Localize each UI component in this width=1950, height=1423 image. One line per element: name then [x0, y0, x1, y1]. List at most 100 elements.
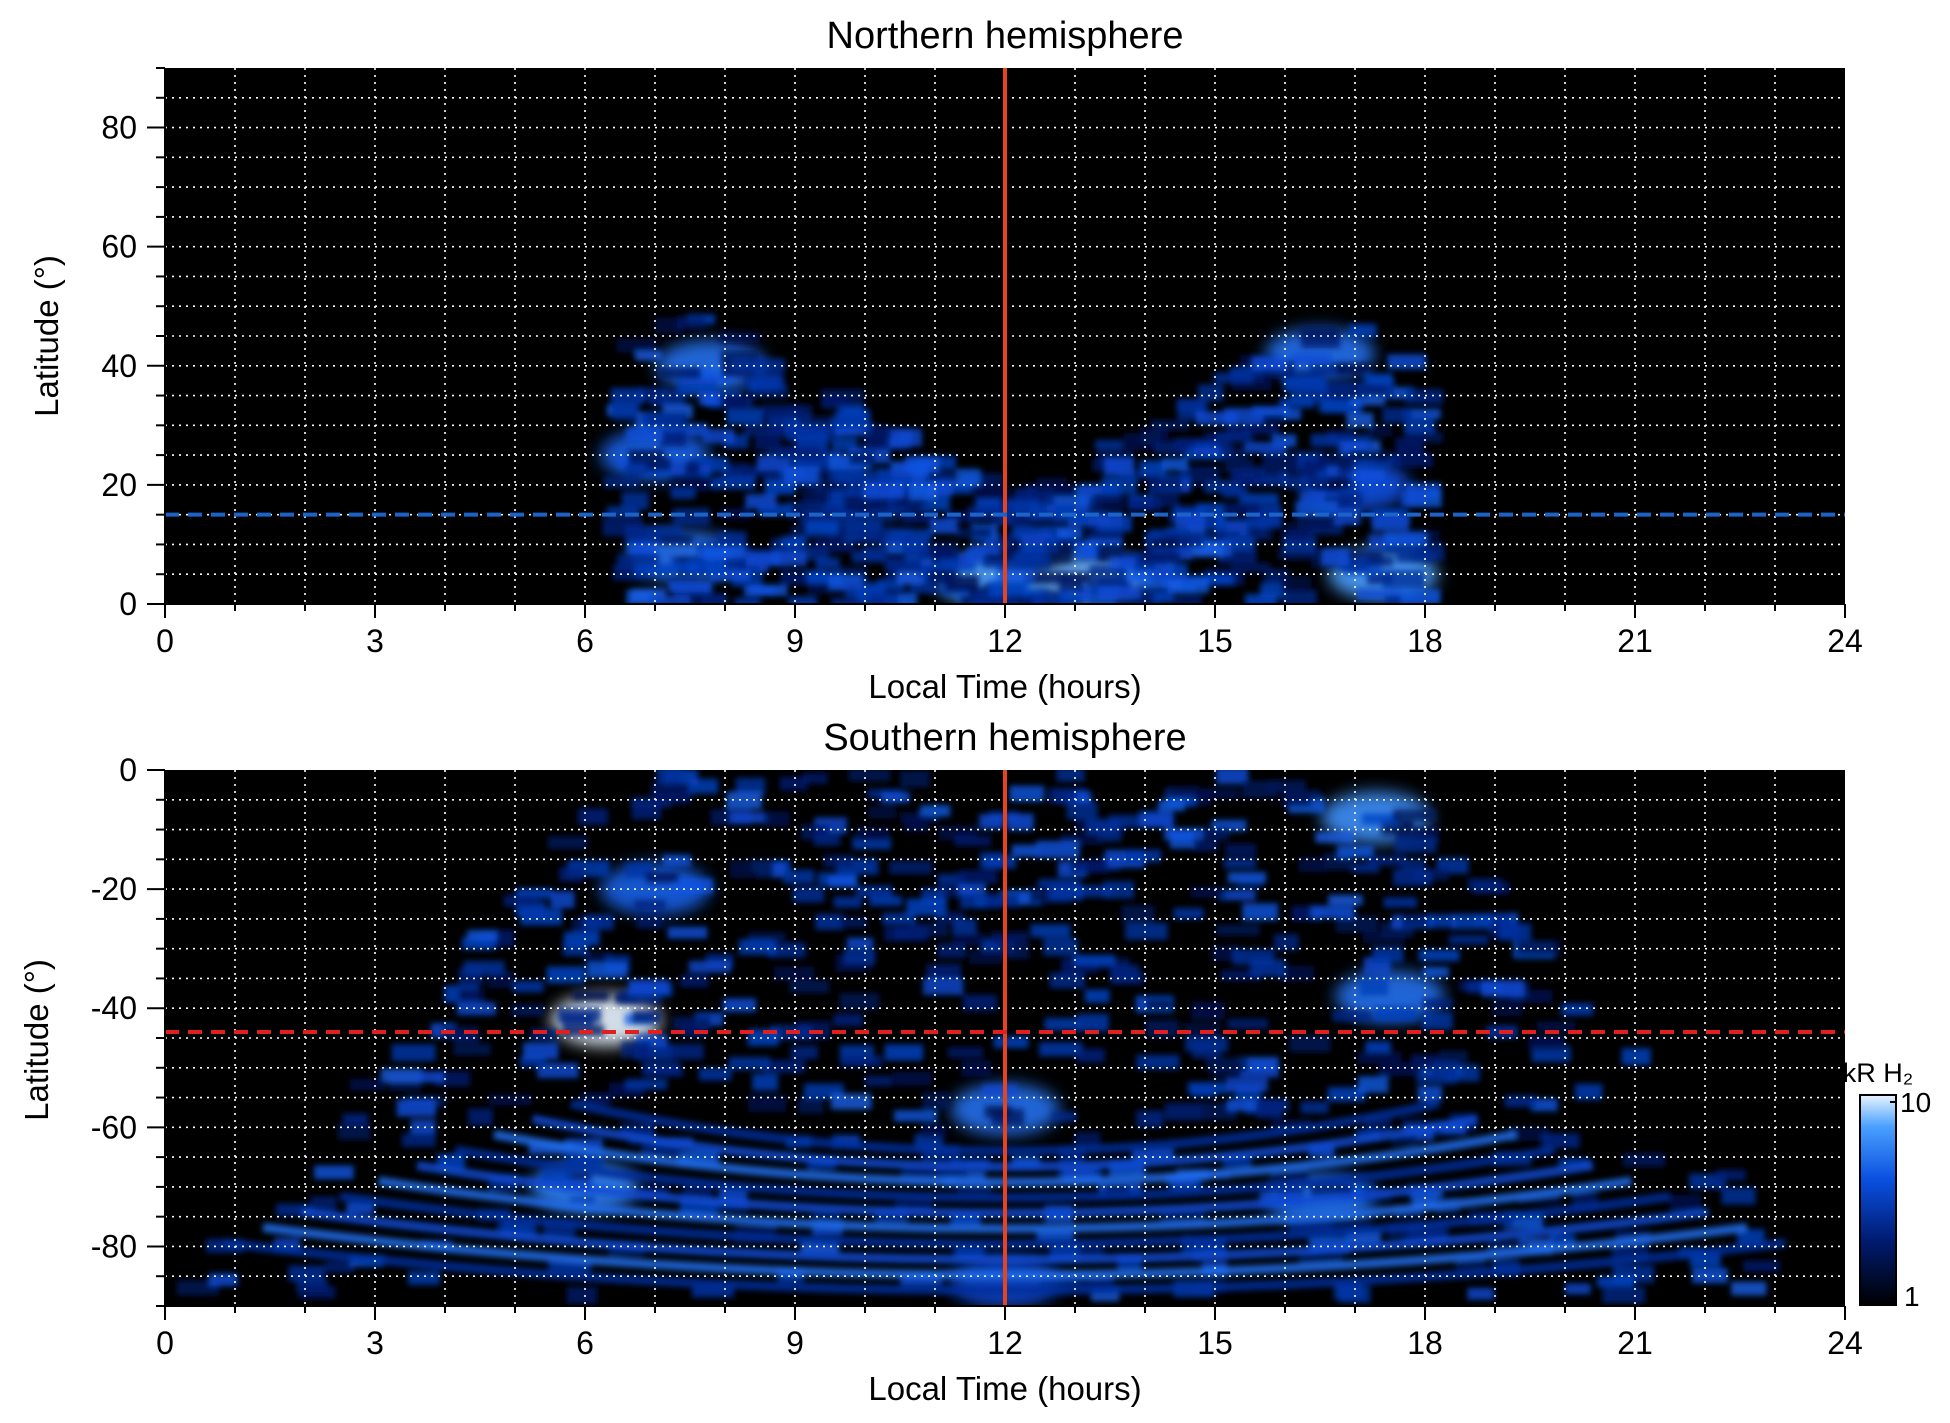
emission-patch [636, 913, 664, 929]
emission-patch [720, 350, 759, 362]
emission-patch [631, 803, 661, 820]
emission-patch [1391, 1135, 1417, 1146]
emission-patch [821, 389, 865, 406]
emission-patch [641, 412, 686, 426]
emission-patch [1231, 468, 1266, 487]
emission-patch [762, 404, 805, 420]
emission-patch [1006, 813, 1034, 831]
emission-patch [979, 814, 1004, 830]
emission-patch [722, 998, 757, 1013]
emission-patch [954, 1248, 985, 1259]
emission-patch [634, 564, 673, 576]
emission-patch [1247, 414, 1285, 426]
emission-patch [926, 964, 961, 981]
emission-patch [645, 872, 679, 883]
y-tick-label: -20 [91, 871, 137, 907]
emission-patch [1036, 1229, 1074, 1240]
emission-patch [922, 978, 964, 995]
emission-patch [1338, 492, 1364, 510]
emission-patch [1298, 856, 1327, 873]
southern-emission [176, 770, 1787, 1306]
emission-patch [734, 597, 761, 604]
emission-patch [1101, 476, 1138, 494]
emission-patch [685, 593, 726, 604]
southern-y-axis-label: Latitude (°) [18, 959, 55, 1121]
emission-patch [833, 896, 862, 908]
emission-patch [1322, 381, 1367, 400]
y-tick-label: -80 [91, 1228, 137, 1264]
emission-patch [1382, 407, 1412, 424]
southern-x-axis-label: Local Time (hours) [868, 1370, 1141, 1407]
emission-patch [557, 1007, 602, 1023]
emission-patch [1044, 538, 1084, 550]
northern-panel: Northern hemisphere 0 3 6 9 12 15 18 21 24 0 20 40 6… [28, 15, 1863, 705]
emission-patch [895, 494, 927, 506]
emission-patch [1387, 354, 1427, 370]
emission-patch [1310, 905, 1355, 919]
emission-patch [1020, 533, 1058, 546]
y-tick-label: 0 [119, 586, 137, 622]
emission-patch [868, 805, 896, 819]
emission-patch [346, 1202, 375, 1214]
emission-patch [1296, 517, 1339, 531]
emission-patch [1073, 954, 1115, 966]
emission-patch [868, 593, 899, 604]
colorbar-gradient [1859, 1094, 1897, 1306]
emission-patch [1541, 1133, 1580, 1149]
emission-patch [908, 483, 937, 500]
emission-patch [1291, 353, 1331, 365]
emission-patch [651, 783, 693, 800]
emission-patch [1125, 922, 1168, 940]
emission-patch [1262, 454, 1299, 469]
emission-patch [1432, 1061, 1460, 1077]
emission-patch [1467, 1287, 1495, 1300]
emission-patch [621, 491, 649, 510]
emission-patch [682, 1185, 713, 1198]
emission-patch [830, 1093, 872, 1110]
emission-patch [638, 389, 664, 402]
emission-patch [933, 541, 959, 559]
emission-patch [797, 1097, 824, 1114]
emission-patch [725, 558, 751, 570]
emission-patch [1190, 886, 1227, 898]
emission-patch [1692, 1268, 1728, 1284]
emission-patch [667, 926, 708, 939]
emission-patch [943, 511, 977, 523]
y-tick-label: 40 [101, 348, 137, 384]
emission-patch [208, 1273, 238, 1287]
emission-patch [839, 993, 880, 1010]
emission-patch [688, 960, 732, 973]
emission-patch [852, 837, 891, 850]
emission-patch [802, 489, 829, 506]
northern-title: Northern hemisphere [827, 15, 1184, 57]
emission-patch [954, 835, 992, 847]
emission-patch [1211, 945, 1239, 961]
emission-patch [904, 815, 929, 832]
emission-patch [1451, 913, 1492, 930]
emission-patch [988, 580, 1030, 597]
emission-patch [1084, 989, 1110, 1003]
emission-patch [1357, 1076, 1389, 1093]
emission-patch [1150, 419, 1190, 431]
emission-patch [658, 534, 693, 545]
emission-patch [1117, 469, 1157, 481]
emission-patch [1060, 833, 1101, 845]
emission-patch [876, 469, 912, 486]
emission-patch [1378, 1061, 1417, 1076]
emission-patch [1716, 1169, 1746, 1181]
emission-patch [1205, 1057, 1248, 1072]
emission-patch [1402, 408, 1441, 419]
emission-patch [1282, 378, 1327, 393]
emission-patch [503, 895, 540, 907]
emission-patch [1336, 845, 1374, 859]
emission-patch [1205, 531, 1240, 543]
southern-axes: 0 3 6 9 12 15 18 21 24 0 -20 -40 -60 -80 [91, 752, 1863, 1361]
emission-patch [839, 917, 868, 928]
emission-patch [1332, 1010, 1372, 1022]
emission-patch [970, 544, 1000, 555]
emission-patch [1669, 1194, 1702, 1211]
emission-patch [1147, 476, 1182, 491]
emission-patch [1299, 1254, 1343, 1265]
emission-patch [1097, 514, 1132, 532]
